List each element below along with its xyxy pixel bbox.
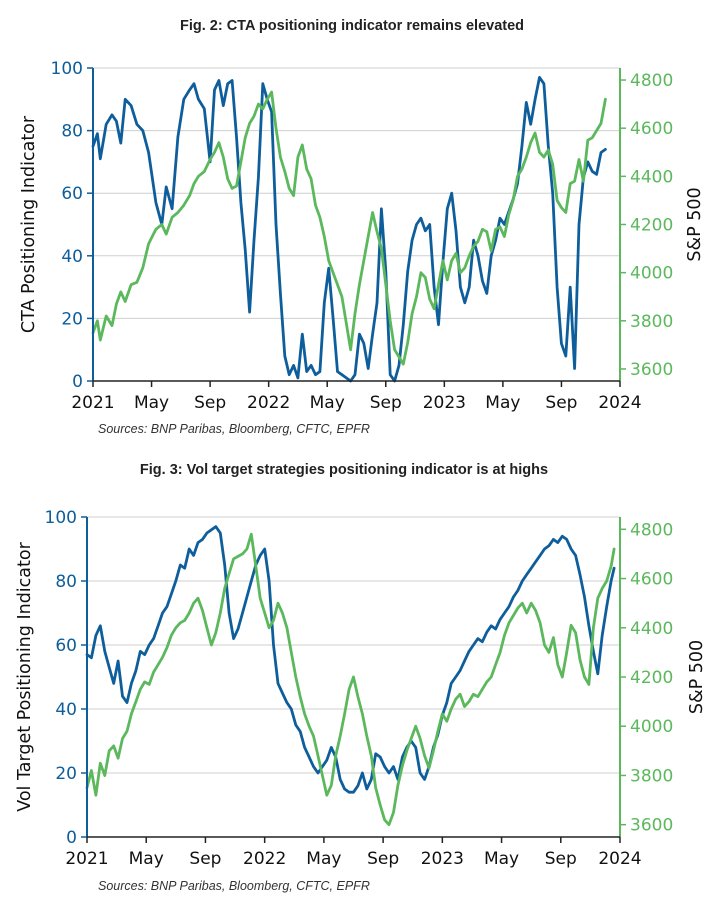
x-tick-label: May (310, 393, 345, 413)
right-tick-label: 4400 (630, 167, 673, 187)
x-tick-label: Sep (194, 393, 226, 413)
series-line-sp500 (91, 90, 607, 366)
x-tick-label: 2023 (421, 849, 464, 869)
series-line-positioning (85, 525, 616, 794)
left-tick-label: 40 (55, 700, 77, 720)
left-tick-label: 40 (61, 247, 83, 267)
series-line-sp500 (85, 532, 616, 827)
x-tick-label: May (129, 849, 164, 869)
left-tick-label: 60 (61, 184, 83, 204)
x-tick-label: Sep (370, 393, 402, 413)
y2-axis-title: S&P 500 (687, 640, 707, 714)
x-tick-label: May (485, 393, 520, 413)
right-tick-label: 4000 (630, 717, 673, 737)
chart-title: Fig. 3: Vol target strategies positionin… (139, 462, 549, 478)
cta-positioning-chart: 0 20 40 60 80 100 3600 3800 4000 4200 4400 4600 4800… (19, 59, 705, 413)
right-tick-label: 3600 (630, 816, 673, 836)
x-tick-label: May (134, 393, 169, 413)
x-tick-label: 2022 (247, 393, 290, 413)
x-tick-label: Sep (545, 393, 577, 413)
left-tick-label: 100 (45, 508, 77, 528)
left-tick-label: 0 (66, 828, 77, 848)
x-tick-label: 2021 (71, 393, 114, 413)
left-tick-label: 80 (55, 572, 77, 592)
x-tick-label: Sep (189, 849, 221, 869)
right-tick-label: 4800 (630, 520, 673, 540)
chart-title: Fig. 2: CTA positioning indicator remain… (179, 18, 525, 34)
chart-source: Sources: BNP Paribas, Bloomberg, CFTC, E… (98, 422, 370, 436)
y-axis-title: CTA Positioning Indicator (19, 115, 39, 333)
x-tick-label: Sep (545, 849, 577, 869)
y-axis-title: Vol Target Positioning Indicator (15, 541, 35, 811)
right-tick-label: 4800 (630, 71, 673, 91)
left-tick-label: 100 (51, 59, 83, 79)
vol-target-positioning-chart: 0 20 40 60 80 100 3600 3800 4000 4200 4400 4600 4800… (15, 508, 707, 869)
left-tick-label: 60 (55, 636, 77, 656)
figure-3-panel: Fig. 3: Vol target strategies positionin… (0, 450, 720, 912)
right-tick-label: 4600 (630, 119, 673, 139)
x-tick-label: 2023 (423, 393, 466, 413)
right-tick-label: 4400 (630, 619, 673, 639)
right-tick-label: 4600 (630, 570, 673, 590)
y2-axis-title: S&P 500 (685, 187, 705, 261)
x-tick-label: Sep (367, 849, 399, 869)
right-tick-label: 4000 (630, 264, 673, 284)
right-tick-label: 3600 (630, 360, 673, 380)
right-tick-label: 3800 (630, 766, 673, 786)
x-tick-label: 2024 (598, 393, 641, 413)
x-tick-label: 2022 (243, 849, 286, 869)
x-tick-label: May (484, 849, 519, 869)
chart-source: Sources: BNP Paribas, Bloomberg, CFTC, E… (98, 879, 370, 893)
left-tick-label: 20 (55, 764, 77, 784)
x-tick-label: 2024 (598, 849, 641, 869)
series-line-positioning (91, 76, 607, 383)
left-tick-label: 20 (61, 309, 83, 329)
left-tick-label: 0 (72, 372, 83, 392)
x-tick-label: 2021 (65, 849, 108, 869)
right-tick-label: 3800 (630, 312, 673, 332)
figure-2-panel: Fig. 2: CTA positioning indicator remain… (0, 0, 720, 450)
left-tick-label: 80 (61, 122, 83, 142)
right-tick-label: 4200 (630, 216, 673, 236)
x-tick-label: May (306, 849, 341, 869)
right-tick-label: 4200 (630, 668, 673, 688)
